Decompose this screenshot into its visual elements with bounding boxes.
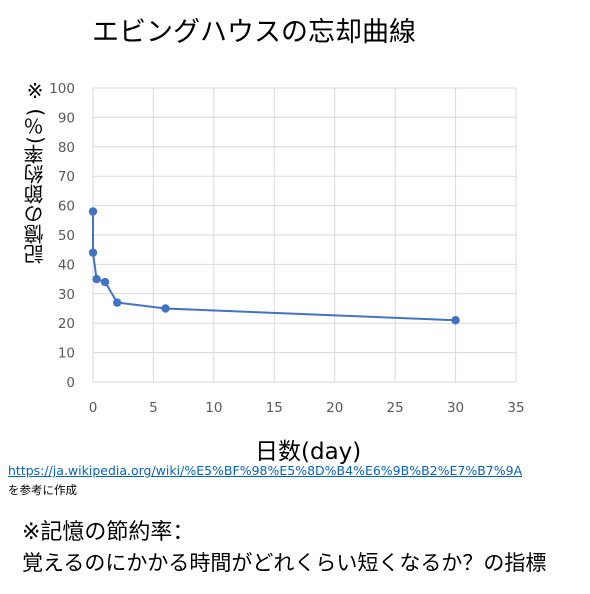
data-point — [161, 304, 170, 313]
y-tick-label: 40 — [58, 257, 75, 273]
data-point — [100, 277, 110, 287]
y-tick-label: 60 — [58, 199, 75, 215]
x-tick-label: 15 — [266, 400, 283, 416]
y-axis-label: 記憶の節約率(％) ※ — [23, 78, 47, 264]
data-point — [88, 248, 98, 257]
footnote-description: 覚えるのにかかる時間がどれくらい短くなるか？の指標 — [22, 551, 547, 575]
x-tick-label: 10 — [205, 400, 222, 416]
y-tick-label: 20 — [58, 316, 75, 332]
series-layer — [88, 207, 460, 325]
x-tick-label: 0 — [89, 400, 98, 416]
data-point — [112, 298, 122, 307]
y-tick-label: 70 — [58, 169, 75, 185]
plot-area: 0 10 20 30 40 50 60 70 80 90 100 0 5 10 15 20 25 30 35 — [49, 81, 524, 416]
chart-title: エビングハウスの忘却曲線 — [92, 17, 416, 48]
source-link[interactable]: https://ja.wikipedia.org/wiki/%E5%BF%98%… — [8, 463, 523, 478]
x-tick-label: 35 — [507, 400, 524, 416]
y-tick-label: 30 — [58, 287, 75, 303]
source-note: を参考に作成 — [8, 483, 77, 497]
data-point — [92, 274, 101, 284]
x-tick-label: 20 — [326, 400, 343, 416]
tick-labels: 0 10 20 30 40 50 60 70 80 90 100 0 5 10 15 20 25 30 35 — [49, 81, 524, 416]
x-tick-label: 5 — [149, 400, 158, 416]
gridlines — [92, 87, 517, 383]
y-tick-label: 0 — [66, 375, 75, 391]
y-tick-label: 100 — [49, 81, 75, 97]
x-tick-label: 25 — [387, 400, 404, 416]
x-tick-label: 30 — [447, 400, 464, 416]
y-tick-label: 50 — [58, 228, 75, 244]
y-tick-label: 80 — [58, 140, 75, 156]
x-axis-label: 日数(day) — [255, 439, 362, 465]
y-tick-label: 90 — [58, 110, 75, 126]
data-point — [451, 316, 460, 325]
y-tick-label: 10 — [58, 346, 75, 362]
footnote-heading: ※記憶の節約率： — [22, 520, 195, 545]
data-point — [88, 207, 98, 216]
